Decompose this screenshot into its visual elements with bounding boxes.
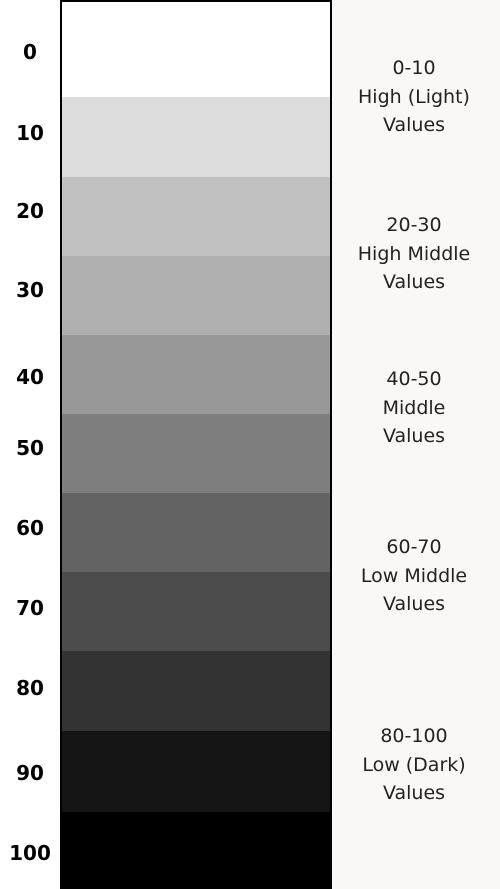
- swatch-40: [62, 335, 330, 414]
- tick-label-10: 10: [16, 121, 44, 145]
- swatch-70: [62, 572, 330, 651]
- group-suffix: Values: [382, 782, 446, 804]
- tick-label-0: 0: [23, 40, 37, 64]
- group-suffix: Values: [382, 271, 446, 293]
- group-range: 20-30: [386, 214, 442, 236]
- swatch-60: [62, 493, 330, 572]
- swatch-10: [62, 97, 330, 177]
- tick-label-50: 50: [16, 436, 44, 460]
- group-label-low-middle: 60-70 Low Middle Values: [338, 533, 490, 619]
- group-suffix: Values: [382, 593, 446, 615]
- swatch-100: [62, 812, 330, 887]
- label-panel: [332, 0, 500, 889]
- group-label-low-dark: 80-100 Low (Dark) Values: [338, 722, 490, 808]
- tick-label-80: 80: [16, 676, 44, 700]
- group-label-middle: 40-50 Middle Values: [338, 365, 490, 451]
- group-name: High (Light): [358, 85, 470, 108]
- tick-label-90: 90: [16, 761, 44, 785]
- value-scale-bar: [60, 0, 332, 889]
- tick-label-70: 70: [16, 596, 44, 620]
- swatch-20: [62, 177, 330, 256]
- group-range: 0-10: [392, 57, 436, 79]
- swatch-90: [62, 731, 330, 812]
- group-name: Middle: [382, 396, 446, 419]
- tick-label-30: 30: [16, 278, 44, 302]
- group-name: Low Middle: [360, 564, 468, 587]
- tick-label-20: 20: [16, 199, 44, 223]
- group-name: Low (Dark): [362, 753, 466, 776]
- group-label-high-middle: 20-30 High Middle Values: [338, 211, 490, 297]
- group-suffix: Values: [382, 114, 446, 136]
- tick-label-40: 40: [16, 365, 44, 389]
- swatch-0: [62, 2, 330, 97]
- group-range: 40-50: [386, 368, 442, 390]
- swatch-50: [62, 414, 330, 493]
- group-name: High Middle: [357, 242, 471, 265]
- group-label-high-light: 0-10 High (Light) Values: [338, 54, 490, 140]
- swatch-30: [62, 256, 330, 335]
- group-suffix: Values: [382, 425, 446, 447]
- swatch-80: [62, 651, 330, 731]
- group-range: 60-70: [386, 536, 442, 558]
- tick-label-60: 60: [16, 516, 44, 540]
- group-range: 80-100: [380, 725, 448, 747]
- tick-label-100: 100: [9, 841, 51, 865]
